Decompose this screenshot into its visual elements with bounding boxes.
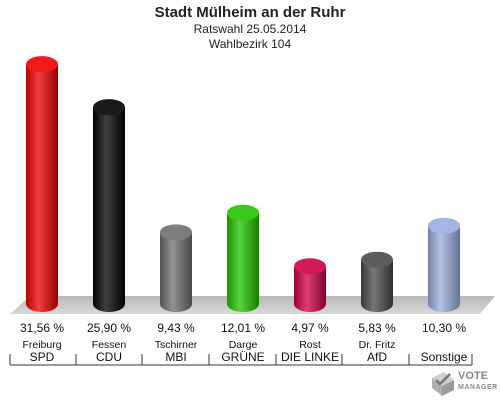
bar-sonstige bbox=[428, 217, 460, 312]
candidate-label: Freiburg bbox=[22, 339, 61, 351]
logo-text: VOTE MANAGER bbox=[458, 370, 498, 394]
candidate-label: Darge bbox=[229, 339, 258, 351]
bar-top bbox=[160, 224, 192, 241]
category-label: DIE LINKE bbox=[281, 350, 339, 364]
category-label: SPD bbox=[30, 350, 55, 364]
bar-body bbox=[227, 212, 259, 312]
bar-top bbox=[428, 217, 460, 234]
bar-top bbox=[294, 258, 326, 275]
category-label: GRÜNE bbox=[221, 350, 264, 364]
vote-manager-logo: VOTE MANAGER bbox=[428, 368, 500, 400]
bar-top bbox=[361, 251, 393, 268]
chart-title: Stadt Mülheim an der Ruhr bbox=[154, 4, 346, 21]
bar-body bbox=[160, 232, 192, 312]
bar-body bbox=[26, 64, 58, 312]
ballot-check-icon bbox=[432, 372, 454, 396]
bar-body bbox=[361, 259, 393, 312]
chart-subtitle-district: Wahlbezirk 104 bbox=[208, 37, 292, 51]
chart-header: Stadt Mülheim an der Ruhr Ratswahl 25.05… bbox=[0, 4, 500, 52]
category-label: CDU bbox=[96, 350, 122, 364]
bar-afd bbox=[361, 251, 393, 312]
logo-line1: VOTE bbox=[458, 370, 488, 382]
bar-top bbox=[93, 99, 125, 116]
logo-line2: MANAGER bbox=[458, 384, 498, 391]
value-label: 9,43 % bbox=[157, 321, 195, 335]
value-label: 31,56 % bbox=[20, 321, 64, 335]
bar-cdu bbox=[93, 99, 125, 312]
bar-top bbox=[26, 56, 58, 73]
category-label: Sonstige bbox=[421, 350, 468, 364]
value-label: 4,97 % bbox=[291, 321, 329, 335]
candidate-label: Rost bbox=[299, 339, 321, 351]
bar-gr-ne bbox=[227, 204, 259, 312]
chart-subtitle-election: Ratswahl 25.05.2014 bbox=[193, 22, 307, 36]
candidate-label: Fessen bbox=[92, 339, 127, 351]
value-label: 10,30 % bbox=[422, 321, 466, 335]
value-label: 5,83 % bbox=[358, 321, 396, 335]
bar-top bbox=[227, 204, 259, 221]
bar-spd bbox=[26, 56, 58, 312]
bar-body bbox=[93, 107, 125, 312]
bar-die-linke bbox=[294, 258, 326, 312]
bar-body bbox=[294, 266, 326, 312]
category-label: MBI bbox=[165, 350, 186, 364]
category-label: AfD bbox=[367, 350, 387, 364]
value-label: 25,90 % bbox=[87, 321, 131, 335]
value-label: 12,01 % bbox=[221, 321, 265, 335]
candidate-label: Tschirner bbox=[155, 339, 198, 351]
bar-mbi bbox=[160, 224, 192, 312]
bar-body bbox=[428, 225, 460, 312]
candidate-label: Dr. Fritz bbox=[359, 339, 396, 351]
